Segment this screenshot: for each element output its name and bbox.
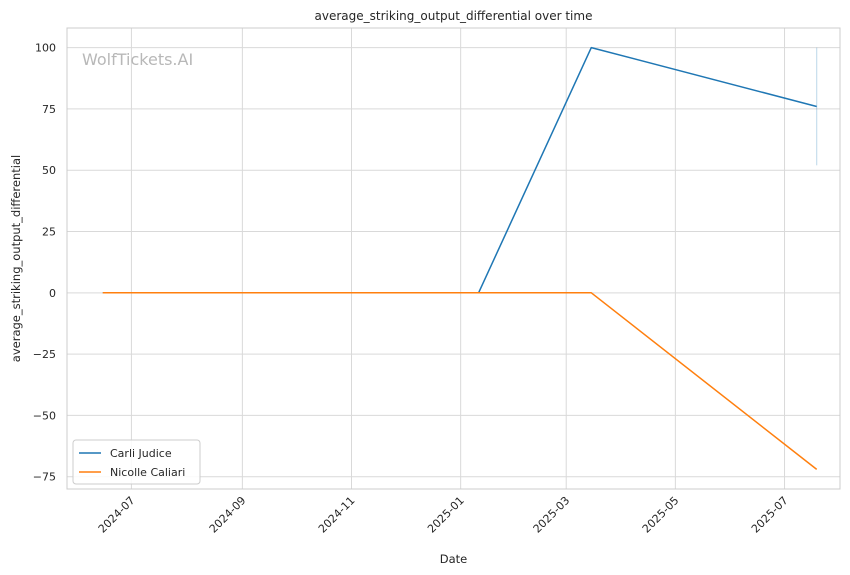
legend-label: Carli Judice <box>110 447 172 460</box>
y-tick-label: 50 <box>42 164 56 177</box>
y-tick-label: 100 <box>35 42 56 55</box>
series-line-1 <box>102 292 818 470</box>
y-tick-labels: 100 75 50 25 0 −25 −50 −75 <box>33 42 56 484</box>
x-gridlines <box>130 28 786 489</box>
x-tick-label: 2024-09 <box>207 494 249 536</box>
x-tick-label: 2025-07 <box>749 494 791 536</box>
x-tick-label: 2025-05 <box>640 494 682 536</box>
x-tick-label: 2025-01 <box>425 494 467 536</box>
y-tick-label: 0 <box>49 287 56 300</box>
series-layer <box>102 46 818 470</box>
y-tick-label: −25 <box>33 348 56 361</box>
y-tick-label: −50 <box>33 409 56 422</box>
x-tick-label: 2024-11 <box>316 494 358 536</box>
watermark-text: WolfTickets.AI <box>82 50 193 69</box>
legend: Carli Judice Nicolle Caliari <box>72 439 201 485</box>
plot-area-frame <box>66 27 841 490</box>
x-tick-label: 2025-03 <box>531 494 573 536</box>
y-gridlines <box>67 47 840 478</box>
legend-box <box>72 439 201 485</box>
x-tick-labels: 2024-07 2024-09 2024-11 2025-01 2025-03 2025-… <box>96 494 791 536</box>
chart-title: average_striking_output_differential ove… <box>315 9 593 23</box>
y-tick-label: −75 <box>33 471 56 484</box>
x-axis-label: Date <box>440 552 468 566</box>
y-tick-label: 25 <box>42 226 56 239</box>
x-tick-label: 2024-07 <box>96 494 138 536</box>
legend-label: Nicolle Caliari <box>110 466 185 479</box>
y-tick-label: 75 <box>42 103 56 116</box>
y-axis-label: average_striking_output_differential <box>9 155 23 362</box>
